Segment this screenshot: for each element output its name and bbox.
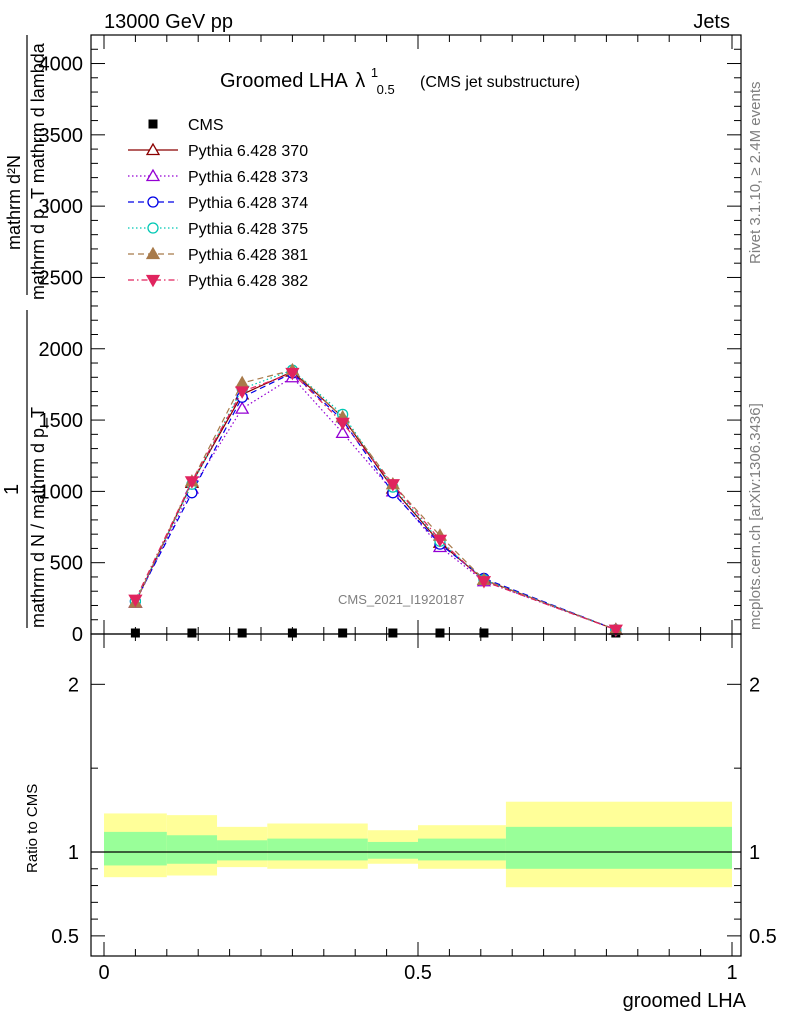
legend-label: Pythia 6.428 374	[188, 195, 308, 212]
uncertainty-band-stat	[267, 838, 368, 861]
ratio-y-tick-label-right: 2	[749, 674, 760, 696]
ratio-y-tick-label: 2	[68, 674, 79, 696]
legend-label: Pythia 6.428 381	[188, 247, 308, 264]
x-tick-label: 1	[726, 962, 737, 984]
y-tick-label: 2500	[39, 267, 84, 289]
data-point	[335, 425, 350, 439]
y-tick-label: 2000	[39, 339, 84, 361]
data-point	[235, 375, 250, 389]
header-energy: 13000 GeV pp	[104, 11, 233, 33]
analysis-watermark: CMS_2021_I1920187	[338, 592, 465, 607]
legend-entry: Pythia 6.428 381	[128, 246, 308, 264]
main-y-axis: 0 500 1000 1500 2000 2500 3000 3500 4000	[39, 34, 741, 646]
y-tick-label: 500	[50, 553, 83, 575]
main-ylabel-top: mathrm d²N	[4, 155, 24, 250]
uncertainty-band-stat	[166, 835, 218, 864]
mcplots-label: mcplots.cern.ch [arXiv:1306.3436]	[747, 403, 764, 630]
series-line	[134, 370, 617, 631]
main-panel: 0 500 1000 1500 2000 2500 3000 3500 4000 mathrm …	[1, 34, 742, 646]
series-line	[134, 369, 617, 631]
x-tick-label: 0	[98, 962, 109, 984]
data-point	[235, 401, 250, 414]
legend-entry: Pythia 6.428 375	[128, 221, 308, 238]
ratio-y-tick-label-right: 1	[749, 842, 760, 864]
data-point	[184, 476, 200, 489]
main-plot-area	[128, 362, 623, 638]
series-line	[134, 369, 617, 631]
main-ylabel-one: 1	[1, 484, 23, 495]
legend-entry: Pythia 6.428 382	[128, 273, 308, 290]
legend-label: Pythia 6.428 373	[188, 169, 308, 186]
main-ylabel-top2: mathrm d p_T mathrm d lambda	[28, 42, 49, 300]
chart-title-lambda: λ	[355, 70, 365, 92]
data-point	[432, 534, 448, 548]
main-ylabel-bottom: mathrm d N / mathrm d p_T	[28, 407, 49, 628]
ratio-axes: 0.5 0.5 1 1 2 2 0 0.5 1	[51, 634, 777, 984]
legend-entry: CMS	[148, 117, 224, 134]
data-point	[335, 417, 350, 431]
uncertainty-band-stat	[104, 831, 167, 866]
ratio-ylabel: Ratio to CMS	[24, 784, 41, 873]
legend-marker	[145, 168, 161, 182]
y-tick-label: 0	[72, 624, 83, 646]
chart-title: Groomed LHA λ 1 0.5	[220, 60, 395, 97]
legend-label: Pythia 6.428 370	[188, 143, 308, 160]
uncertainty-band-stat	[505, 826, 732, 869]
series-7	[128, 367, 623, 638]
chart-title-sub: 0.5	[377, 82, 395, 97]
header-category: Jets	[693, 11, 730, 33]
legend-marker	[147, 222, 159, 234]
uncertainty-band-stat	[367, 841, 418, 859]
legend-marker	[145, 246, 161, 260]
legend-label: Pythia 6.428 375	[188, 221, 308, 238]
legend-label: CMS	[188, 117, 224, 134]
ratio-y-tick-label-right: 0.5	[749, 926, 777, 948]
data-point	[237, 628, 247, 638]
legend-marker	[145, 274, 161, 288]
data-point	[128, 594, 143, 608]
ratio-plot-area	[91, 801, 741, 888]
ratio-xlabel: groomed LHA	[623, 990, 747, 1012]
uncertainty-band-stat	[418, 838, 506, 861]
legend-entry: Pythia 6.428 373	[128, 168, 308, 186]
data-point	[435, 628, 445, 638]
series-line	[134, 372, 617, 631]
ratio-y-tick-label: 1	[68, 842, 79, 864]
series-1	[130, 628, 621, 638]
rivet-version-label: Rivet 3.1.10, ≥ 2.4M events	[747, 82, 764, 265]
y-tick-label: 3500	[39, 125, 84, 147]
data-point	[479, 628, 489, 638]
legend-marker	[145, 142, 161, 156]
data-point	[235, 386, 250, 399]
y-tick-label: 4000	[39, 54, 84, 76]
data-point	[385, 479, 401, 492]
legend-label: Pythia 6.428 382	[188, 273, 308, 290]
y-tick-label: 1500	[39, 410, 84, 432]
legend-entry: Pythia 6.428 370	[128, 142, 308, 160]
chart-title-sup: 1	[371, 65, 378, 80]
ratio-frame	[90, 633, 742, 957]
x-tick-label: 0.5	[404, 962, 432, 984]
chart-title-main: Groomed LHA	[220, 70, 348, 92]
y-tick-label: 1000	[39, 481, 84, 503]
data-point	[608, 624, 623, 638]
ratio-y-tick-label: 0.5	[51, 926, 79, 948]
data-point	[388, 628, 398, 638]
data-point	[187, 628, 197, 638]
legend-marker	[147, 196, 159, 208]
data-point	[338, 628, 348, 638]
uncertainty-band-stat	[217, 840, 268, 861]
legend-entry: Pythia 6.428 374	[128, 195, 308, 212]
legend: CMS Pythia 6.428 370 Pythia 6.428 373 Pythi…	[128, 117, 308, 290]
legend-marker	[148, 119, 158, 129]
ratio-panel: 0.5 0.5 1 1 2 2 0 0.5 1 Ratio to CMS groomed LHA	[24, 633, 777, 1012]
chart-subtitle: (CMS jet substructure)	[420, 74, 580, 91]
data-point	[476, 576, 492, 589]
y-tick-label: 3000	[39, 196, 84, 218]
data-point	[285, 367, 300, 381]
